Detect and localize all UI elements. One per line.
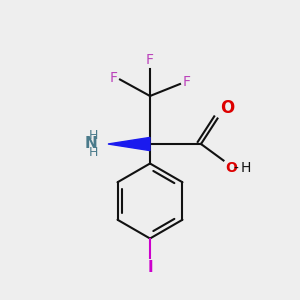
- Text: H: H: [241, 161, 251, 176]
- Text: F: F: [146, 53, 154, 68]
- Text: O: O: [225, 161, 237, 176]
- Polygon shape: [108, 137, 150, 151]
- Text: H: H: [89, 129, 98, 142]
- Text: -: -: [233, 161, 238, 176]
- Text: F: F: [182, 76, 190, 89]
- Text: H: H: [89, 146, 98, 159]
- Text: F: F: [110, 71, 118, 85]
- Text: O: O: [220, 99, 234, 117]
- Text: N: N: [85, 136, 98, 152]
- Text: I: I: [147, 260, 153, 274]
